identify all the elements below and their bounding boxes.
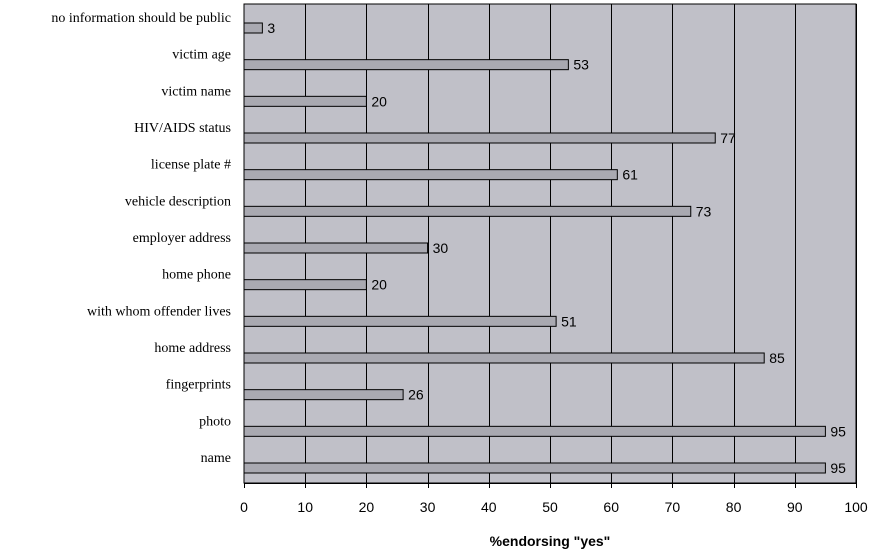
bars <box>243 22 826 474</box>
bar <box>243 315 557 327</box>
value-label: 3 <box>267 20 275 36</box>
bar <box>243 462 826 474</box>
category-label: name <box>201 451 231 466</box>
bar <box>243 169 618 181</box>
bar <box>243 205 692 217</box>
bar <box>243 389 404 401</box>
x-tick-label: 40 <box>481 499 497 515</box>
category-label: photo <box>199 414 231 429</box>
category-label: home address <box>154 341 231 356</box>
x-tick-label: 90 <box>787 499 803 515</box>
value-label: 77 <box>720 130 736 146</box>
value-label: 73 <box>696 203 712 219</box>
value-label: 30 <box>433 240 449 256</box>
value-label: 20 <box>371 93 387 109</box>
category-labels: no information should be public victim ag… <box>51 11 231 466</box>
category-label: vehicle description <box>125 194 231 209</box>
value-label: 51 <box>561 313 577 329</box>
x-tick-label: 70 <box>665 499 681 515</box>
category-label: employer address <box>133 231 231 246</box>
category-label: with whom offender lives <box>87 304 231 319</box>
x-tick-label: 60 <box>603 499 619 515</box>
category-label: victim age <box>172 48 231 63</box>
category-label: license plate # <box>151 158 231 173</box>
value-labels: 3 53 20 77 61 73 30 20 51 85 26 95 95 <box>267 20 846 476</box>
x-axis-title: %endorsing "yes" <box>490 533 611 549</box>
value-label: 95 <box>830 423 846 439</box>
x-tick-label: 30 <box>420 499 436 515</box>
value-label: 95 <box>830 460 846 476</box>
x-tick-label: 80 <box>726 499 742 515</box>
category-label: home phone <box>162 268 231 283</box>
value-label: 61 <box>622 167 638 183</box>
bar <box>243 279 367 291</box>
bar <box>243 425 826 437</box>
value-label: 53 <box>573 57 589 73</box>
bar <box>243 22 263 34</box>
bar <box>243 59 569 71</box>
bar <box>243 352 765 364</box>
x-tick-label: 100 <box>844 499 868 515</box>
value-label: 85 <box>769 350 785 366</box>
x-tick-label: 50 <box>542 499 558 515</box>
gridlines <box>305 4 857 483</box>
category-label: victim name <box>161 84 231 99</box>
category-label: HIV/AIDS status <box>134 121 231 136</box>
bar <box>243 95 367 107</box>
bar <box>243 132 716 144</box>
x-tick-label: 0 <box>240 499 248 515</box>
x-axis: 0 10 20 30 40 50 60 70 80 90 100 <box>240 483 868 515</box>
value-label: 26 <box>408 387 424 403</box>
value-label: 20 <box>371 277 387 293</box>
category-label: no information should be public <box>51 11 231 26</box>
x-tick-label: 20 <box>359 499 375 515</box>
category-label: fingerprints <box>166 378 231 393</box>
x-tick-label: 10 <box>297 499 313 515</box>
bar <box>243 242 429 254</box>
